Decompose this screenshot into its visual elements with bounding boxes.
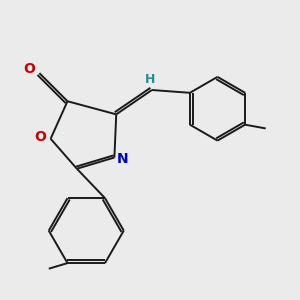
Text: O: O bbox=[23, 62, 35, 76]
Text: N: N bbox=[117, 152, 128, 167]
Text: H: H bbox=[145, 73, 155, 86]
Text: O: O bbox=[34, 130, 46, 144]
